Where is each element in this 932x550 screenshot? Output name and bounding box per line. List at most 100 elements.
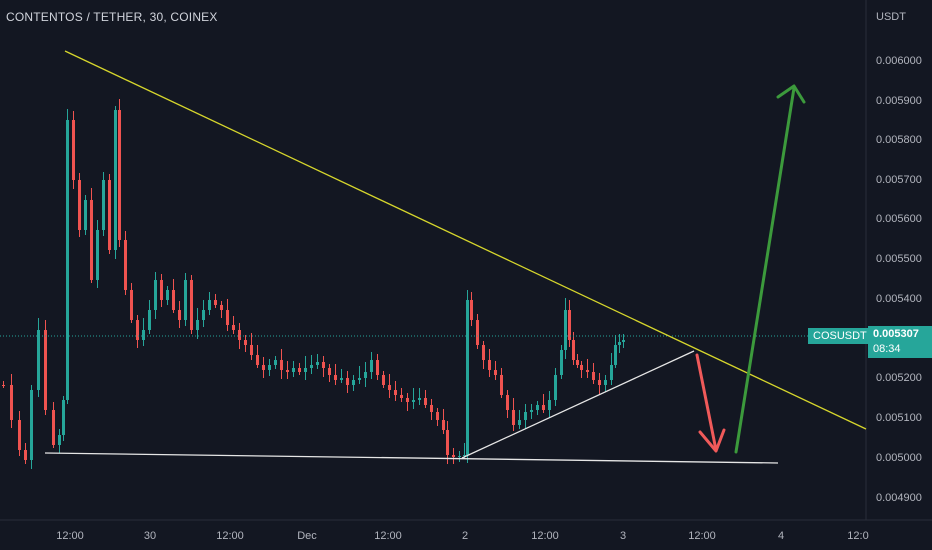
candle-body [238, 330, 241, 340]
candle-body [488, 360, 491, 370]
candle-body [536, 405, 539, 410]
candle-body [568, 310, 571, 340]
candle-body [394, 390, 397, 395]
current-price-value: 0.005307 [873, 328, 919, 340]
candle-body [214, 300, 217, 305]
candle-body [130, 290, 133, 320]
candle-body [108, 180, 111, 250]
time-tick-label: 3 [620, 530, 626, 542]
candle-body [364, 372, 367, 378]
candle-body [340, 378, 343, 380]
candle-body [24, 450, 27, 460]
bearish-arrow [695, 353, 726, 453]
price-tick-label: 0.005000 [876, 452, 922, 464]
candle-body [560, 350, 563, 375]
price-tick-label: 0.005700 [876, 174, 922, 186]
candle-body [512, 410, 515, 425]
candle-body [84, 200, 87, 230]
candle-body [118, 110, 121, 240]
price-tick-label: 0.005900 [876, 95, 922, 107]
candle-body [358, 378, 361, 380]
candle-body [572, 340, 575, 360]
candle-body [542, 405, 545, 410]
price-tick-label: 0.005200 [876, 372, 922, 384]
candle-body [388, 385, 391, 390]
candle-body [96, 230, 99, 280]
candle-body [310, 365, 313, 368]
candle-body [500, 375, 503, 395]
candle-body [554, 375, 557, 400]
candle-body [78, 180, 81, 230]
candle-body [622, 340, 625, 342]
candle-body [226, 310, 229, 325]
time-axis-ticks: 12:00 30 12:00 Dec 12:00 2 12:00 3 12:00 4 12:0 [56, 530, 868, 542]
candle-body [586, 370, 589, 372]
candle-body [482, 345, 485, 360]
price-tick-label: 0.004900 [876, 492, 922, 504]
candle-body [382, 375, 385, 385]
candle-body [268, 365, 271, 370]
candle-body [446, 430, 449, 455]
candle-body [232, 325, 235, 330]
candle-body [328, 368, 331, 375]
time-tick-label: 12:00 [531, 530, 559, 542]
candle-body [376, 360, 379, 375]
candle-body [102, 180, 105, 230]
bar-countdown: 08:34 [873, 343, 901, 355]
candle-body [352, 380, 355, 385]
candle-body [30, 390, 33, 460]
candle-body [190, 280, 193, 330]
candle-body [614, 345, 617, 365]
candle-body [154, 280, 157, 310]
candles [2, 99, 625, 469]
candle-body [178, 310, 181, 320]
candle-body [274, 360, 277, 365]
candle-body [90, 200, 93, 280]
candle-body [208, 300, 211, 310]
bullish-arrow [734, 84, 806, 454]
candle-body [202, 310, 205, 320]
price-tick-label: 0.005500 [876, 253, 922, 265]
time-tick-label: 12:0 [847, 530, 868, 542]
time-tick-label: 4 [778, 530, 784, 542]
time-tick-label: 12:00 [216, 530, 244, 542]
candle-body [518, 420, 521, 425]
candle-body [220, 305, 223, 310]
candle-body [370, 360, 373, 372]
price-tick-label: 0.005400 [876, 293, 922, 305]
candle-body [58, 435, 61, 445]
candle-body [592, 372, 595, 380]
candle-body [280, 360, 283, 370]
candle-body [298, 368, 301, 372]
price-axis-currency: USDT [876, 11, 906, 23]
candle-body [262, 365, 265, 370]
time-tick-label: Dec [297, 530, 317, 542]
candle-body [2, 385, 5, 386]
candle-body [166, 290, 169, 300]
candle-body [196, 320, 199, 330]
time-tick-label: 12:00 [688, 530, 716, 542]
candle-body [494, 370, 497, 375]
candle-body [476, 320, 479, 345]
candle-body [142, 330, 145, 340]
candle-body [412, 400, 415, 402]
candle-body [598, 380, 601, 385]
candle-body [524, 412, 527, 420]
candle-body [244, 340, 247, 345]
candle-body [618, 342, 621, 345]
current-price-tag: 0.005307 08:34 [868, 326, 932, 358]
candle-body [400, 395, 403, 398]
price-tick-label: 0.005600 [876, 213, 922, 225]
candle-body [470, 300, 473, 320]
price-tick-label: 0.006000 [876, 55, 922, 67]
time-tick-label: 2 [462, 530, 468, 542]
support-trendline [44, 452, 779, 464]
candle-body [304, 368, 307, 372]
candle-body [44, 330, 47, 410]
candle-body [322, 362, 325, 368]
time-tick-label: 12:00 [56, 530, 84, 542]
candle-body [458, 456, 461, 457]
candle-body [452, 455, 455, 457]
rising-trendline [461, 350, 695, 459]
